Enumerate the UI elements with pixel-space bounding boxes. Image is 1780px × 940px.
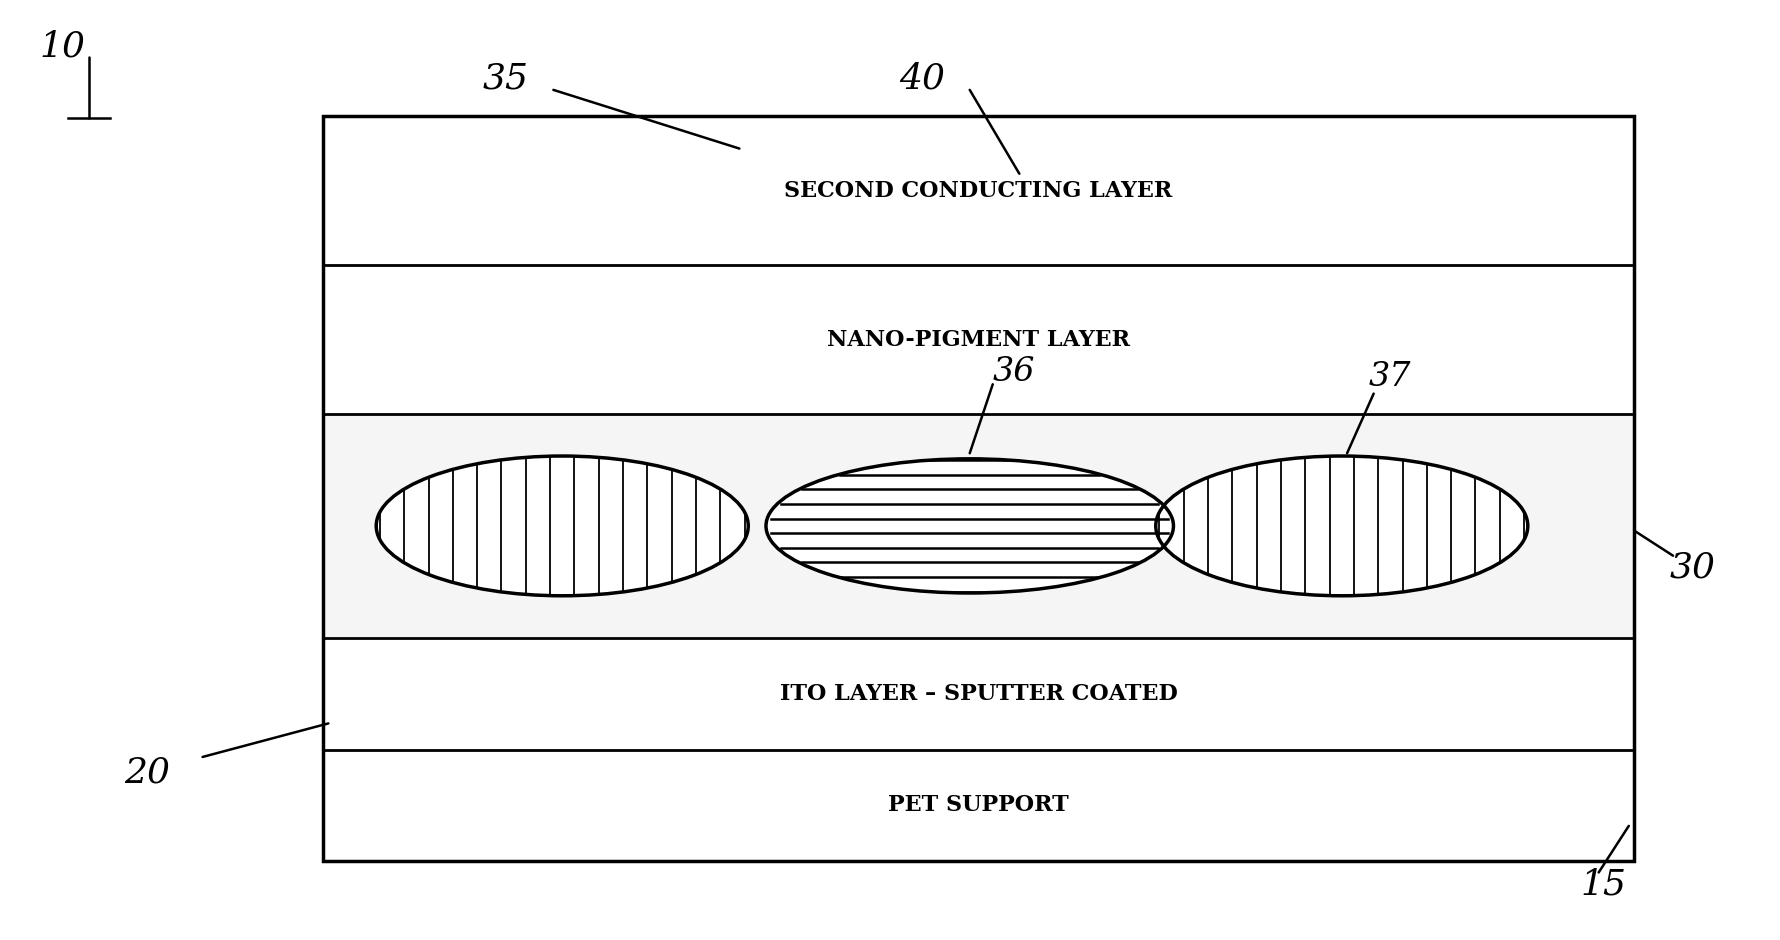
Bar: [322, 637, 1634, 749]
Text: 15: 15: [1581, 868, 1627, 901]
Text: 37: 37: [1369, 361, 1412, 393]
Bar: [322, 116, 1634, 265]
Ellipse shape: [765, 459, 1173, 593]
Ellipse shape: [1155, 456, 1527, 596]
Ellipse shape: [1155, 456, 1527, 596]
Text: 30: 30: [1670, 551, 1716, 585]
Text: SECOND CONDUCTING LAYER: SECOND CONDUCTING LAYER: [785, 180, 1173, 201]
Ellipse shape: [765, 459, 1173, 593]
Text: NANO-PIGMENT LAYER: NANO-PIGMENT LAYER: [828, 329, 1130, 351]
Text: PET SUPPORT: PET SUPPORT: [888, 794, 1070, 817]
Bar: [322, 265, 1634, 415]
Bar: [322, 415, 1634, 637]
Text: 20: 20: [125, 756, 171, 790]
Bar: [322, 749, 1634, 861]
Text: 36: 36: [993, 356, 1036, 388]
Text: 35: 35: [482, 62, 529, 96]
Ellipse shape: [376, 456, 748, 596]
Text: 40: 40: [899, 62, 945, 96]
Ellipse shape: [376, 456, 748, 596]
Bar: [322, 116, 1634, 861]
Text: ITO LAYER – SPUTTER COATED: ITO LAYER – SPUTTER COATED: [780, 682, 1177, 705]
Text: 10: 10: [39, 29, 85, 63]
